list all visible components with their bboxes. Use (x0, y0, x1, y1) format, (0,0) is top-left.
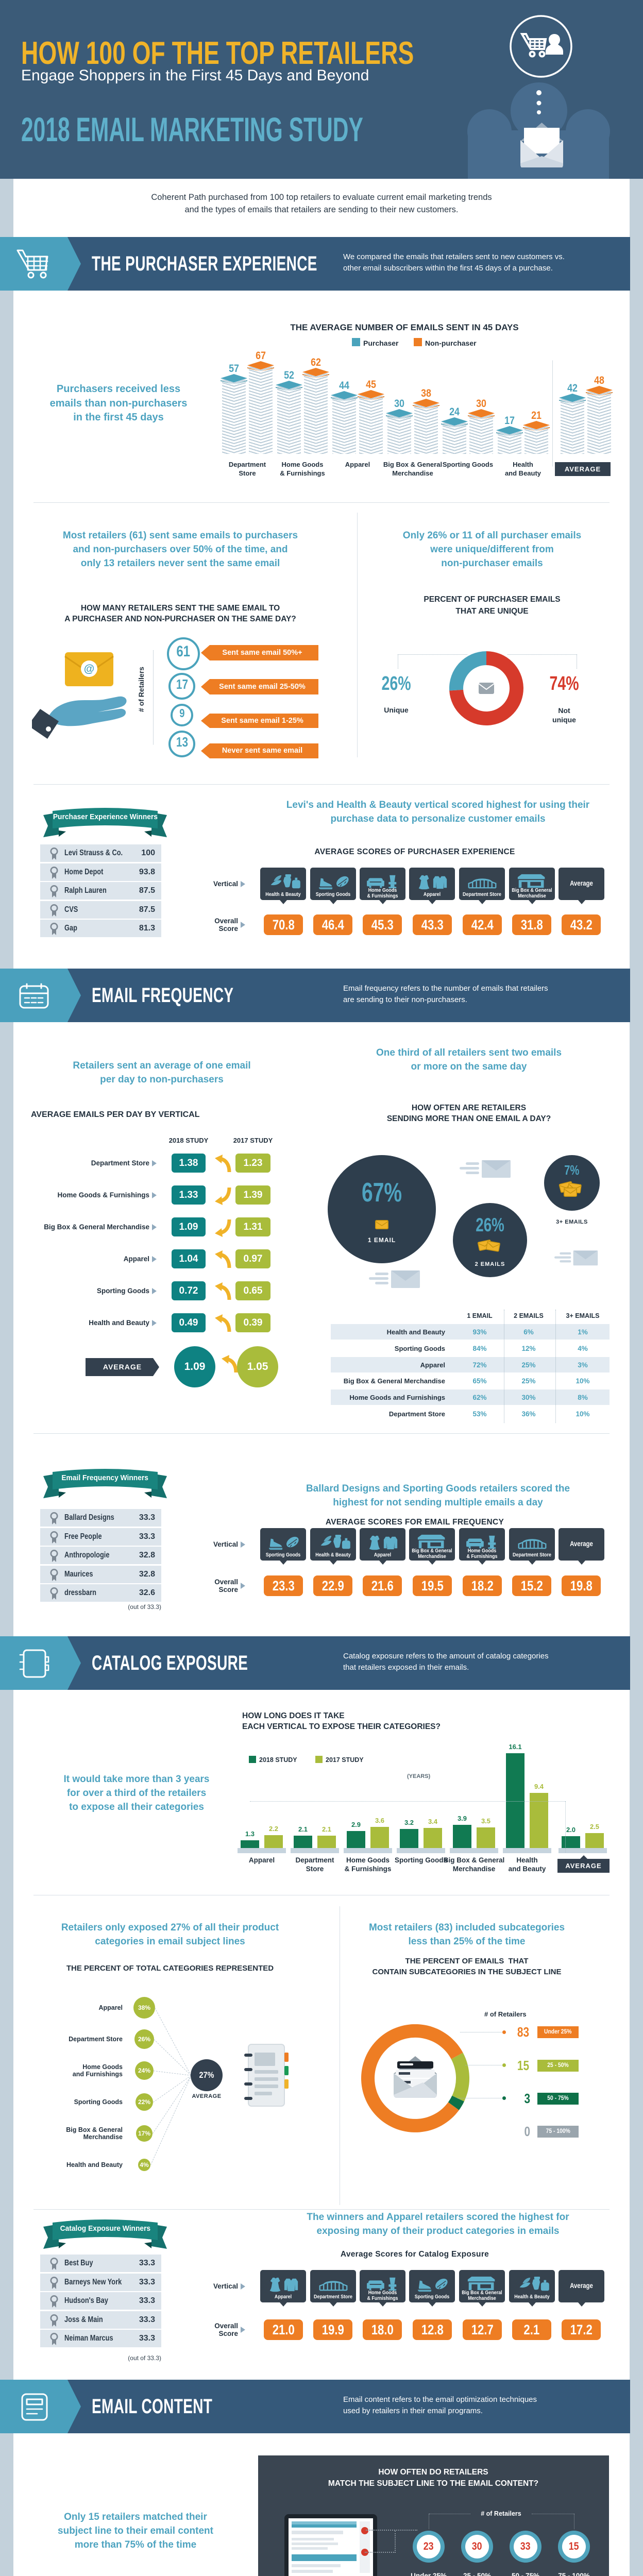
svg-text:@: @ (84, 663, 94, 675)
